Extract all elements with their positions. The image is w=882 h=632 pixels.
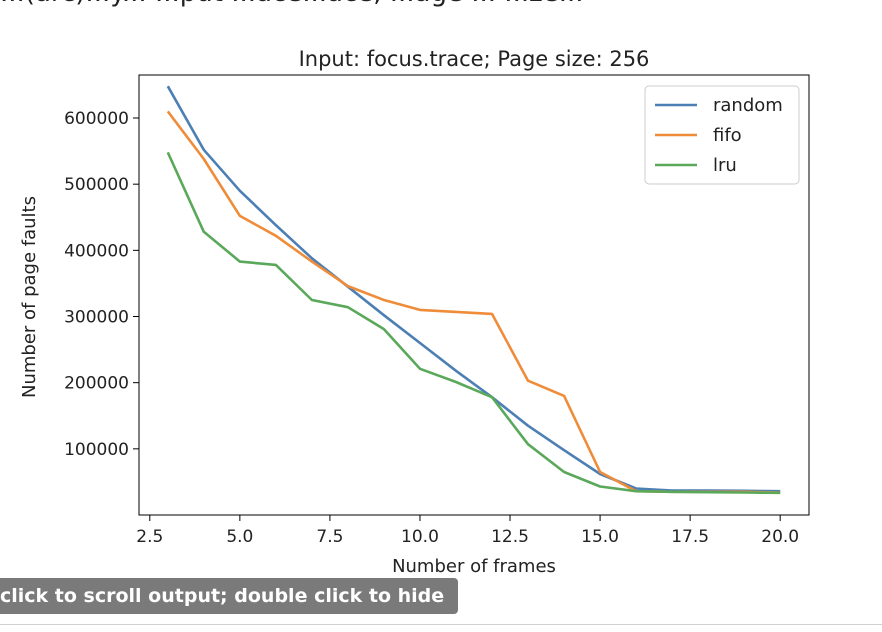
y-tick-label: 100000 (64, 440, 129, 460)
y-tick-label: 400000 (64, 241, 129, 261)
series-lines (166, 85, 781, 495)
legend-label-fifo: fifo (713, 125, 742, 146)
y-tick-label: 600000 (64, 109, 129, 129)
cropped-header-text: ...(arc)...y... ...put ...ace...ace, ...… (0, 0, 882, 18)
y-tick-label: 300000 (64, 308, 129, 328)
x-tick-label: 7.5 (316, 527, 343, 547)
x-tick-label: 12.5 (491, 527, 529, 547)
x-tick-label: 20.0 (761, 527, 799, 547)
y-axis-label: Number of page faults (19, 196, 40, 398)
series-line-lru (166, 151, 781, 495)
legend-label-random: random (713, 95, 783, 116)
line-chart: Input: focus.trace; Page size: 256 2.5 5.… (19, 47, 810, 577)
x-tick-label: 15.0 (581, 527, 619, 547)
scroll-output-hint[interactable]: click to scroll output; double click to … (0, 578, 459, 614)
x-axis: 2.5 5.0 7.5 10.0 12.5 15.0 17.5 20.0 (136, 515, 799, 547)
y-tick-label: 500000 (64, 175, 129, 195)
chart-title: Input: focus.trace; Page size: 256 (299, 47, 650, 71)
legend: random fifo lru (644, 85, 800, 185)
legend-label-lru: lru (713, 155, 737, 176)
y-tick-label: 200000 (64, 374, 129, 394)
x-tick-label: 5.0 (226, 527, 253, 547)
x-tick-label: 10.0 (401, 527, 439, 547)
y-axis: 100000 200000 300000 400000 500000 600000 (64, 109, 139, 460)
series-line-random (166, 85, 781, 493)
x-tick-label: 2.5 (136, 527, 163, 547)
x-tick-label: 17.5 (671, 527, 709, 547)
x-axis-label: Number of frames (392, 556, 556, 577)
output-divider (0, 624, 882, 625)
legend-box (644, 85, 800, 185)
